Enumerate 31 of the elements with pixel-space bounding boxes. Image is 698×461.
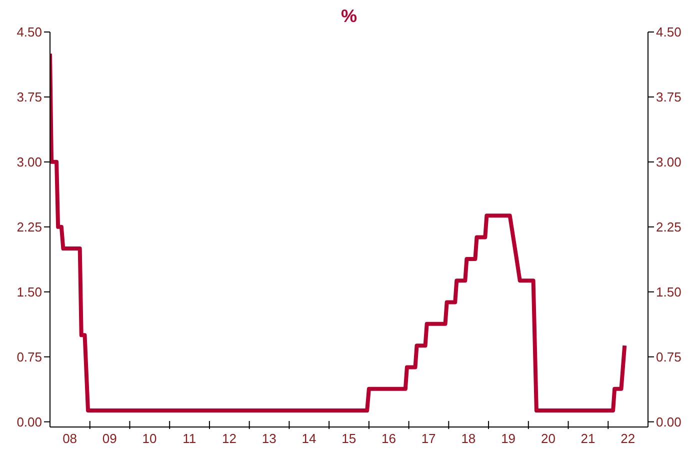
chart-title: % [340,6,358,26]
x-tick-label: 12 [222,431,237,446]
x-tick-label: 19 [501,431,516,446]
y2-tick-label: 2.25 [656,220,682,235]
x-tick-label: 11 [182,431,196,446]
x-tick-label: 14 [302,431,316,446]
y-tick-label: 1.50 [16,284,42,300]
y2-tick-label: 4.50 [656,24,682,40]
x-tick-label: 10 [142,431,157,446]
y-tick-label: 3.75 [16,90,42,105]
y2-tick-label: 1.50 [656,284,682,300]
y2-tick-label: 0.75 [656,349,682,364]
x-tick-label: 17 [421,431,436,446]
y-tick-label: 2.25 [16,220,42,235]
y2-tick-label: 3.75 [656,90,682,105]
x-tick-label: 15 [342,431,356,446]
x-tick-label: 09 [102,431,117,446]
y2-tick-label: 3.00 [656,154,682,170]
y-tick-label: 0.75 [16,349,42,364]
x-tick-label: 16 [382,431,396,446]
y-tick-label: 3.00 [16,154,42,170]
x-tick-label: 22 [620,431,636,446]
x-tick-label: 08 [62,431,78,446]
y-tick-label: 0.00 [16,414,42,430]
x-tick-label: 21 [580,431,596,446]
y2-tick-label: 0.00 [656,414,682,430]
y-tick-label: 4.50 [16,24,42,40]
x-tick-label: 13 [262,431,276,446]
x-tick-label: 18 [461,431,476,446]
line-series [50,52,627,413]
x-tick-label: 20 [540,431,556,446]
